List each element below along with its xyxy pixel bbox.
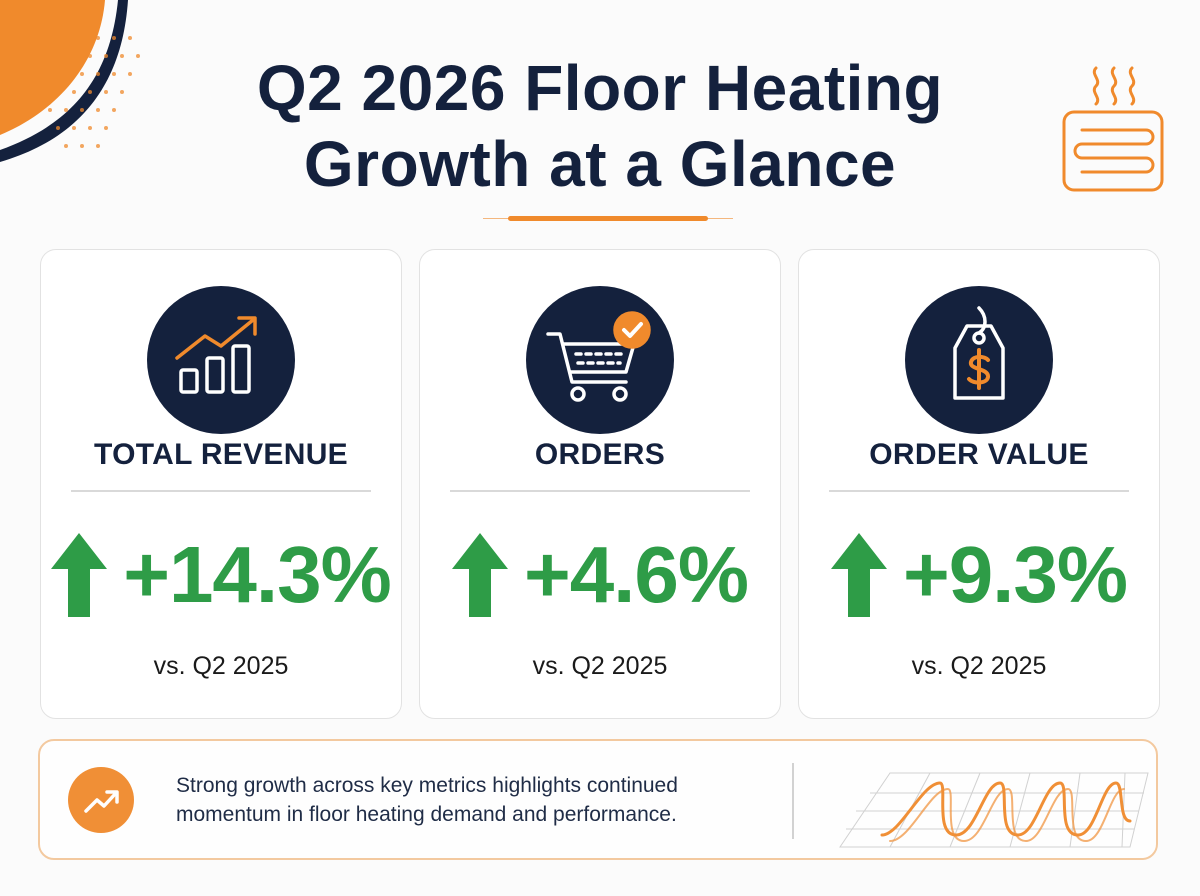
metric-card-orders: ORDERS +4.6% vs. Q2 2025 [419, 249, 781, 719]
metric-comparison: vs. Q2 2025 [532, 652, 668, 680]
metric-comparison: vs. Q2 2025 [153, 652, 289, 680]
metric-change: +4.6% [420, 530, 780, 620]
metric-label: ORDER VALUE [869, 438, 1089, 471]
card-divider [71, 490, 371, 492]
title-underline [483, 216, 733, 221]
metric-change-value: +4.6% [523, 530, 749, 619]
summary-line-2: momentum in floor heating demand and per… [176, 803, 677, 826]
up-arrow-icon [451, 533, 508, 617]
summary-line-1: Strong growth across key metrics highlig… [176, 774, 678, 797]
metric-card-total-revenue: TOTAL REVENUE +14.3% vs. Q2 2025 [40, 249, 402, 719]
up-arrow-icon [830, 533, 887, 617]
metric-label: ORDERS [534, 438, 666, 471]
page-title-line-2: Growth at a Glance [303, 128, 897, 200]
shopping-cart-check-icon [526, 286, 674, 434]
trending-up-icon [68, 767, 134, 833]
corner-decoration [0, 0, 140, 162]
summary-divider [792, 763, 794, 839]
metric-change: +14.3% [41, 530, 401, 620]
metric-change-value: +14.3% [123, 530, 392, 619]
rising-bar-chart-icon [147, 286, 295, 434]
metric-label: TOTAL REVENUE [94, 438, 348, 471]
metric-change-value: +9.3% [902, 530, 1128, 619]
floor-heater-icon [1062, 66, 1164, 192]
price-tag-dollar-icon [905, 286, 1053, 434]
page-title-line-1: Q2 2026 Floor Heating [256, 52, 944, 124]
up-arrow-icon [51, 533, 108, 617]
summary-banner: Strong growth across key metrics highlig… [38, 739, 1158, 860]
metric-change: +9.3% [799, 530, 1159, 620]
card-divider [450, 490, 750, 492]
metric-card-order-value: ORDER VALUE +9.3% vs. Q2 2025 [798, 249, 1160, 719]
page-title: Q2 2026 Floor Heating Growth at a Glance [150, 50, 1050, 202]
summary-text: Strong growth across key metrics highlig… [176, 771, 776, 829]
card-divider [829, 490, 1129, 492]
floor-heating-coil-illustration [839, 772, 1149, 848]
metric-comparison: vs. Q2 2025 [911, 652, 1047, 680]
